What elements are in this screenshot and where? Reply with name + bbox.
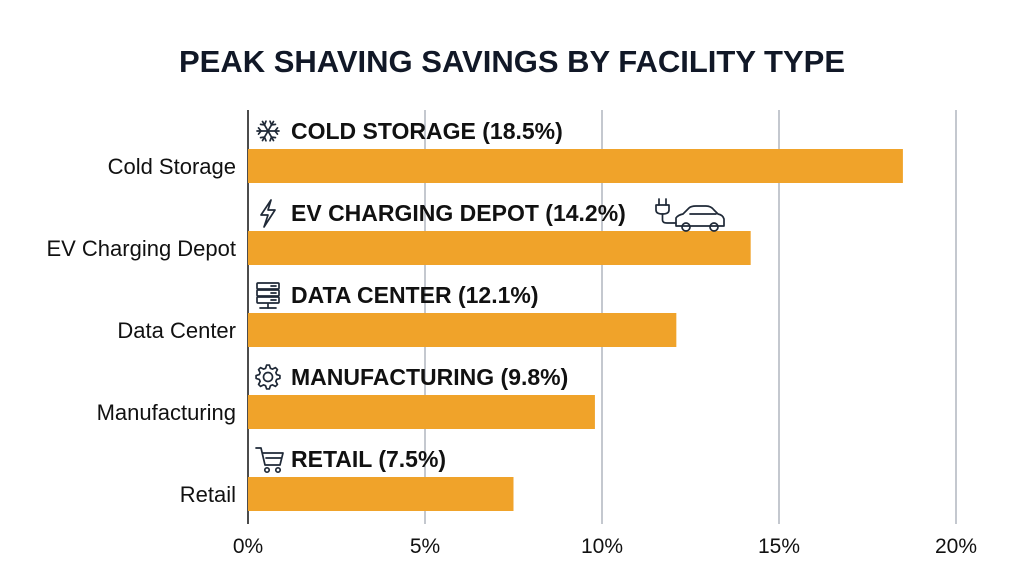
bar (248, 149, 903, 183)
tick-layer: 0% 5% 10% 15% 20% (233, 535, 977, 558)
bar-annotation: MANUFACTURING (9.8%) (291, 364, 568, 390)
bar (248, 477, 514, 511)
shopping-cart-icon (255, 447, 284, 474)
snowflake-icon (256, 120, 280, 142)
bar-annotation: RETAIL (7.5%) (291, 446, 446, 472)
bar-annotation: DATA CENTER (12.1%) (291, 282, 539, 308)
category-label: Manufacturing (97, 400, 236, 425)
x-tick-label: 20% (935, 535, 977, 558)
server-rack-icon (256, 282, 280, 309)
chart-title: PEAK SHAVING SAVINGS BY FACILITY TYPE (179, 44, 845, 79)
bar-annotation: COLD STORAGE (18.5%) (291, 118, 563, 144)
category-label: EV Charging Depot (46, 236, 236, 261)
x-tick-label: 0% (233, 535, 263, 558)
bar (248, 231, 751, 265)
bar (248, 313, 677, 347)
x-tick-label: 15% (758, 535, 800, 558)
category-label: Retail (180, 482, 236, 507)
ev-car-plug-icon (655, 198, 725, 232)
bar-layer (248, 149, 903, 511)
x-tick-label: 5% (410, 535, 440, 558)
bar (248, 395, 595, 429)
label-layer: Cold Storage COLD STORAGE (18.5%) EV Charg… (46, 118, 725, 507)
x-tick-label: 10% (581, 535, 623, 558)
category-label: Data Center (117, 318, 236, 343)
gear-icon (255, 364, 281, 390)
bar-annotation: EV CHARGING DEPOT (14.2%) (291, 200, 626, 226)
lightning-icon (260, 199, 276, 228)
category-label: Cold Storage (108, 154, 236, 179)
